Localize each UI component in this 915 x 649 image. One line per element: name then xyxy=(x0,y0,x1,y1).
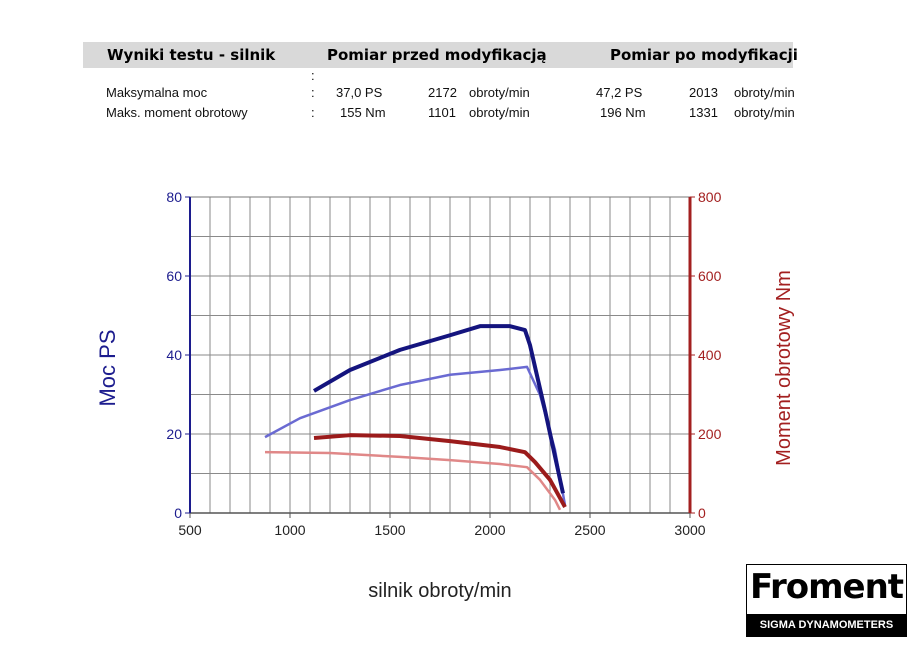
table-cell: Maksymalna moc xyxy=(106,85,208,100)
y-axis-title: Moc PS xyxy=(95,329,120,406)
x-tick-label: 2500 xyxy=(574,522,605,538)
x-tick-label: 2000 xyxy=(474,522,505,538)
table-cell: 155 Nm xyxy=(340,105,386,120)
y2-tick-label: 800 xyxy=(698,189,722,205)
table-cell: obroty/min xyxy=(469,85,530,100)
table-cell: 2172 xyxy=(428,85,457,100)
y2-tick-label: 0 xyxy=(698,505,706,521)
table-cell: 1331 xyxy=(689,105,718,120)
line xyxy=(313,433,567,509)
line xyxy=(312,324,565,494)
table-cell: 37,0 PS xyxy=(336,85,383,100)
x-tick-label: 3000 xyxy=(674,522,705,538)
table-cell: 47,2 PS xyxy=(596,85,643,100)
header-bar xyxy=(83,42,793,68)
table-cell: 1101 xyxy=(428,105,456,120)
header: Wyniki testu - silnik xyxy=(107,46,276,64)
header: Pomiar przed modyfikacją xyxy=(327,46,547,64)
y2-axis-title: Moment obrotowy Nm xyxy=(773,270,795,466)
table-cell: obroty/min xyxy=(469,105,530,120)
y2-tick-label: 200 xyxy=(698,426,722,442)
header: Pomiar po modyfikacji xyxy=(610,46,798,64)
table-cell: obroty/min xyxy=(734,105,795,120)
marker: : xyxy=(311,68,315,83)
y2-tick-label: 600 xyxy=(698,268,722,284)
table-cell: : xyxy=(311,105,315,120)
y-tick-label: 20 xyxy=(166,426,182,442)
table-cell: 196 Nm xyxy=(600,105,646,120)
logo-tagline: SIGMA DYNAMOMETERS xyxy=(747,614,906,636)
y2-tick-label: 400 xyxy=(698,347,722,363)
line xyxy=(264,450,562,511)
x-tick-label: 500 xyxy=(178,522,202,538)
table-cell: Maks. moment obrotowy xyxy=(106,105,248,120)
x-tick-label: 1000 xyxy=(274,522,305,538)
y-tick-label: 60 xyxy=(166,268,182,284)
x-tick-label: 1500 xyxy=(374,522,405,538)
logo: Froment SIGMA DYNAMOMETERS xyxy=(746,564,907,637)
table-cell: obroty/min xyxy=(734,85,795,100)
x-axis-title: silnik obroty/min xyxy=(368,580,511,602)
y-tick-label: 40 xyxy=(166,347,182,363)
y-tick-label: 80 xyxy=(166,189,182,205)
table-cell: 2013 xyxy=(689,85,718,100)
logo-name: Froment xyxy=(749,567,904,607)
table-cell: : xyxy=(311,85,315,100)
y-tick-label: 0 xyxy=(174,505,182,521)
